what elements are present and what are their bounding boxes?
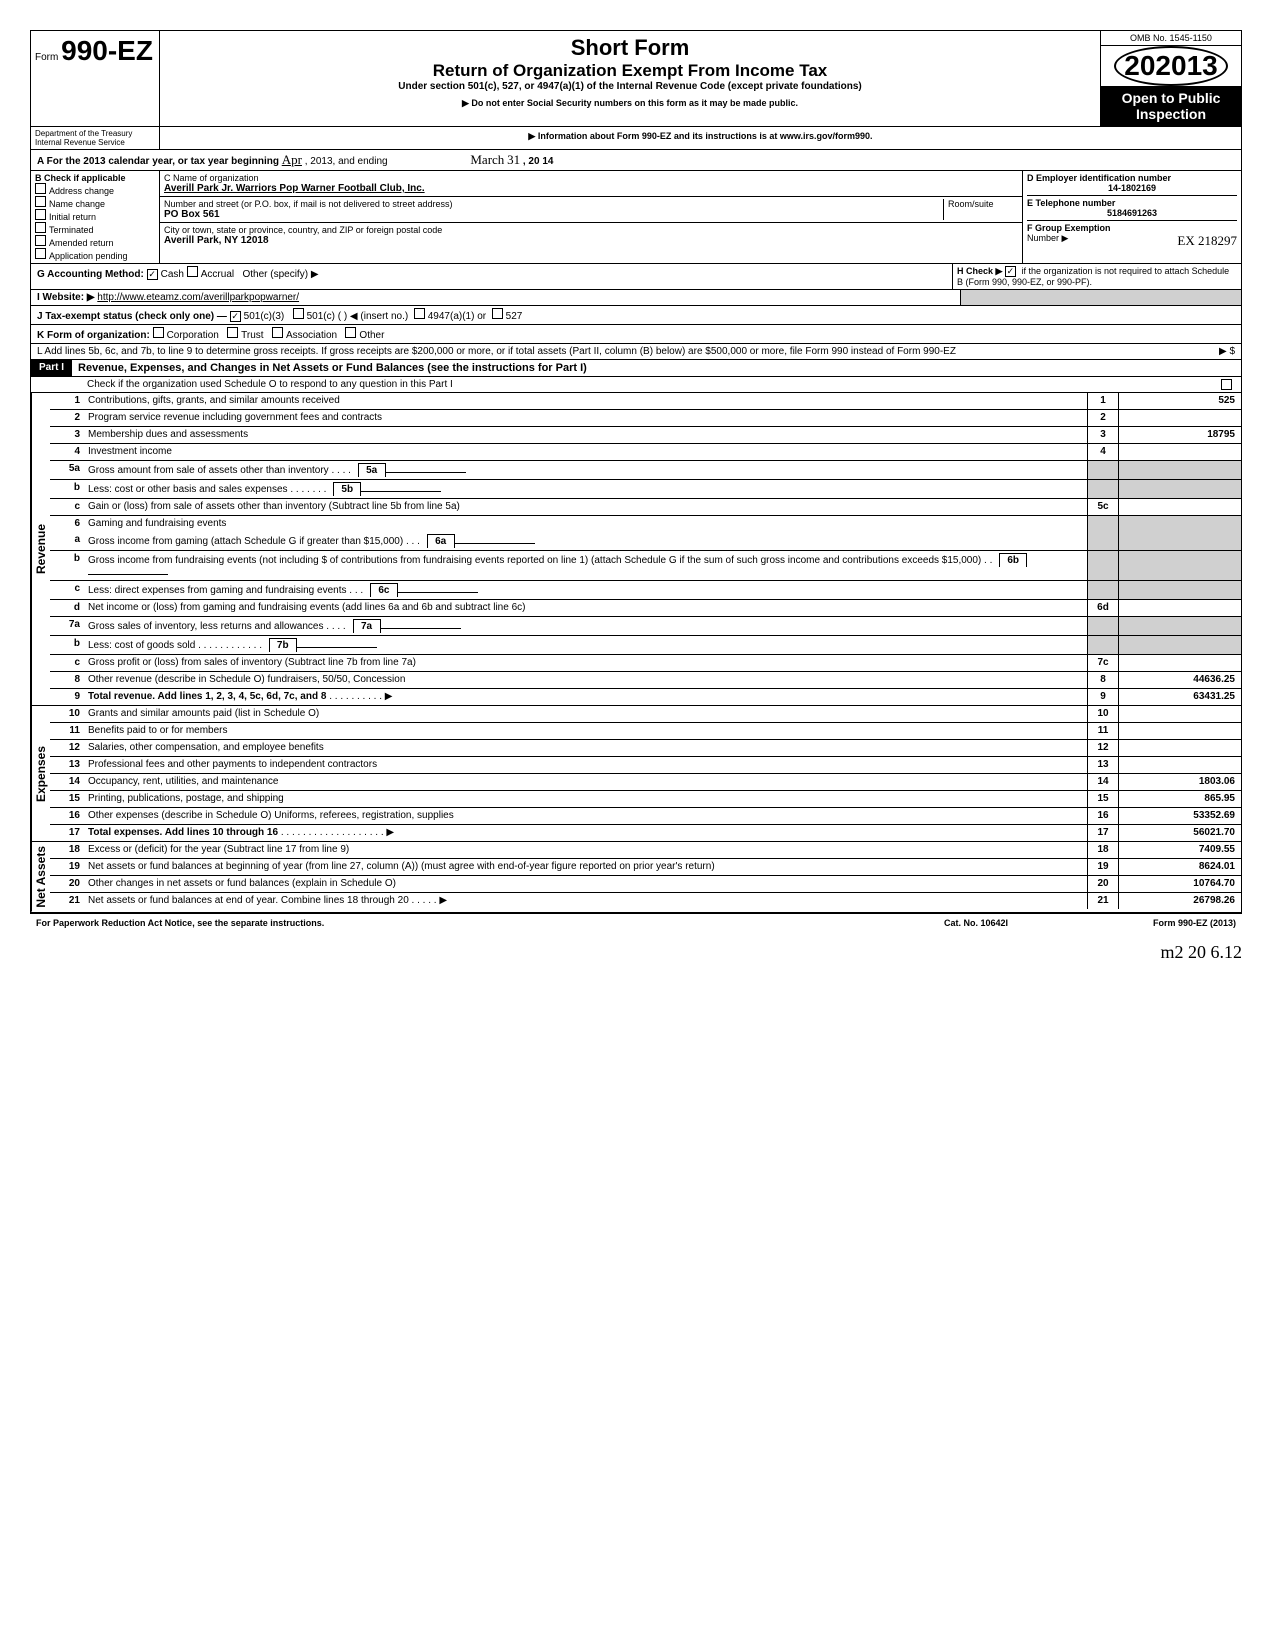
- revenue-section: Revenue 1Contributions, gifts, grants, a…: [31, 393, 1241, 706]
- initial-return-checkbox[interactable]: [35, 209, 46, 220]
- org-address: PO Box 561: [164, 209, 220, 220]
- schedule-o-checkbox[interactable]: [1221, 379, 1232, 390]
- form-number-box: Form 990-EZ: [31, 31, 160, 126]
- line6c-amount[interactable]: [398, 592, 478, 593]
- accrual-checkbox[interactable]: [187, 266, 198, 277]
- dept-row: Department of the Treasury Internal Reve…: [30, 127, 1242, 150]
- line14-amount[interactable]: 1803.06: [1119, 774, 1241, 790]
- other-org-checkbox[interactable]: [345, 327, 356, 338]
- line16-amount[interactable]: 53352.69: [1119, 808, 1241, 824]
- ein: 14-1802169: [1027, 183, 1237, 193]
- expenses-label: Expenses: [31, 706, 50, 841]
- application-pending-checkbox[interactable]: [35, 248, 46, 259]
- line19-amount[interactable]: 8624.01: [1119, 859, 1241, 875]
- end-month[interactable]: March: [470, 152, 504, 167]
- 4947-checkbox[interactable]: [414, 308, 425, 319]
- org-city: Averill Park, NY 12018: [164, 235, 269, 246]
- netassets-label: Net Assets: [31, 842, 50, 912]
- amended-return-checkbox[interactable]: [35, 235, 46, 246]
- line11-amount[interactable]: [1119, 723, 1241, 739]
- phone: 5184691263: [1027, 208, 1237, 218]
- ssn-warning: Do not enter Social Security numbers on …: [168, 98, 1092, 109]
- handwritten-bottom: m2 20 6.12: [30, 942, 1242, 963]
- line13-amount[interactable]: [1119, 757, 1241, 773]
- line15-amount[interactable]: 865.95: [1119, 791, 1241, 807]
- col-c: C Name of organization Averill Park Jr. …: [160, 171, 1023, 263]
- end-day[interactable]: 31: [507, 152, 520, 167]
- 501c3-checkbox[interactable]: ✓: [230, 311, 241, 322]
- corporation-checkbox[interactable]: [153, 327, 164, 338]
- line7a-amount[interactable]: [381, 628, 461, 629]
- name-change-checkbox[interactable]: [35, 196, 46, 207]
- line9-amount[interactable]: 63431.25: [1119, 689, 1241, 705]
- line6b-amount[interactable]: [88, 574, 168, 575]
- line18-amount[interactable]: 7409.55: [1119, 842, 1241, 858]
- expenses-section: Expenses 10Grants and similar amounts pa…: [31, 706, 1241, 842]
- address-change-checkbox[interactable]: [35, 183, 46, 194]
- form-number: 990-EZ: [61, 35, 153, 66]
- line17-amount[interactable]: 56021.70: [1119, 825, 1241, 841]
- line3-amount[interactable]: 18795: [1119, 427, 1241, 443]
- 527-checkbox[interactable]: [492, 308, 503, 319]
- line2-amount[interactable]: [1119, 410, 1241, 426]
- line5a-amount[interactable]: [386, 472, 466, 473]
- line21-amount[interactable]: 26798.26: [1119, 893, 1241, 909]
- tax-year: 202013: [1101, 46, 1241, 86]
- dept-treasury: Department of the Treasury Internal Reve…: [31, 127, 160, 149]
- footer: For Paperwork Reduction Act Notice, see …: [30, 913, 1242, 932]
- part1-check: Check if the organization used Schedule …: [31, 377, 1241, 393]
- line4-amount[interactable]: [1119, 444, 1241, 460]
- line7c-amount[interactable]: [1119, 655, 1241, 671]
- row-l: L Add lines 5b, 6c, and 7b, to line 9 to…: [31, 344, 1241, 360]
- line5c-amount[interactable]: [1119, 499, 1241, 515]
- subtitle: Under section 501(c), 527, or 4947(a)(1)…: [168, 81, 1092, 92]
- schedule-b-checkbox[interactable]: ✓: [1005, 266, 1016, 277]
- part1-header: Part I Revenue, Expenses, and Changes in…: [31, 360, 1241, 377]
- line6d-amount[interactable]: [1119, 600, 1241, 616]
- org-name: Averill Park Jr. Warriors Pop Warner Foo…: [164, 183, 425, 194]
- line8-amount[interactable]: 44636.25: [1119, 672, 1241, 688]
- revenue-label: Revenue: [31, 393, 50, 705]
- col-d: D Employer identification number 14-1802…: [1023, 171, 1241, 263]
- bcd-row: B Check if applicable Address change Nam…: [31, 171, 1241, 264]
- form-right-box: OMB No. 1545-1150 202013 Open to Public …: [1100, 31, 1241, 126]
- main-grid: A For the 2013 calendar year, or tax yea…: [30, 150, 1242, 913]
- cat-number: Cat. No. 10642I: [876, 918, 1076, 928]
- form-prefix: Form: [35, 52, 58, 63]
- paperwork-notice: For Paperwork Reduction Act Notice, see …: [36, 918, 876, 928]
- website: http://www.eteamz.com/averillparkpopwarn…: [97, 292, 299, 303]
- row-a: A For the 2013 calendar year, or tax yea…: [31, 150, 1241, 171]
- omb-number: OMB No. 1545-1150: [1101, 31, 1241, 46]
- terminated-checkbox[interactable]: [35, 222, 46, 233]
- short-form-title: Short Form: [168, 35, 1092, 61]
- row-k: K Form of organization: Corporation Trus…: [31, 325, 1241, 344]
- part1-title: Revenue, Expenses, and Changes in Net As…: [72, 360, 1241, 376]
- form-header: Form 990-EZ Short Form Return of Organiz…: [30, 30, 1242, 127]
- group-exemption[interactable]: EX 218297: [1177, 233, 1237, 249]
- form-footer: Form 990-EZ (2013): [1076, 918, 1236, 928]
- line20-amount[interactable]: 10764.70: [1119, 876, 1241, 892]
- begin-date[interactable]: Apr: [282, 152, 302, 167]
- netassets-section: Net Assets 18Excess or (deficit) for the…: [31, 842, 1241, 913]
- cash-checkbox[interactable]: ✓: [147, 269, 158, 280]
- line5b-amount[interactable]: [361, 491, 441, 492]
- association-checkbox[interactable]: [272, 327, 283, 338]
- line7b-amount[interactable]: [297, 647, 377, 648]
- row-i: I Website: ▶ http://www.eteamz.com/averi…: [31, 290, 1241, 306]
- row-g: G Accounting Method: ✓Cash Accrual Other…: [31, 264, 1241, 290]
- 501c-checkbox[interactable]: [293, 308, 304, 319]
- trust-checkbox[interactable]: [227, 327, 238, 338]
- row-j: J Tax-exempt status (check only one) — ✓…: [31, 306, 1241, 325]
- return-title: Return of Organization Exempt From Incom…: [168, 61, 1092, 81]
- line6a-amount[interactable]: [455, 543, 535, 544]
- line10-amount[interactable]: [1119, 706, 1241, 722]
- part1-label: Part I: [31, 360, 72, 376]
- form-title-box: Short Form Return of Organization Exempt…: [160, 31, 1100, 126]
- col-b: B Check if applicable Address change Nam…: [31, 171, 160, 263]
- info-link: Information about Form 990-EZ and its in…: [160, 127, 1241, 149]
- line12-amount[interactable]: [1119, 740, 1241, 756]
- line1-amount[interactable]: 525: [1119, 393, 1241, 409]
- open-to-public: Open to Public Inspection: [1101, 86, 1241, 126]
